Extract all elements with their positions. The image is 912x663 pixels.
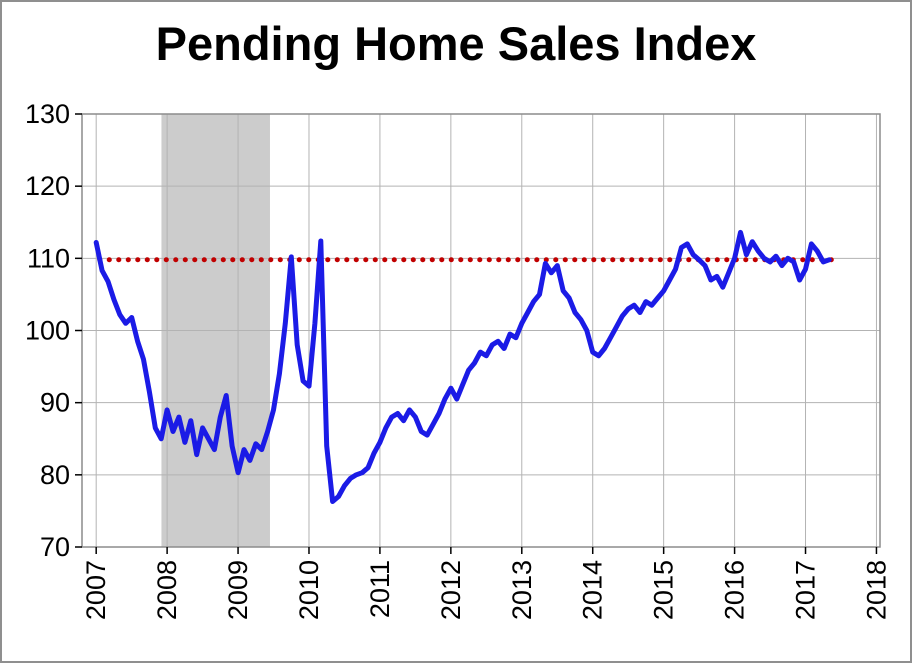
x-axis-label: 2009 — [223, 560, 253, 620]
y-axis-label: 110 — [27, 243, 70, 273]
y-axis-label: 130 — [25, 99, 70, 129]
y-axis-label: 80 — [40, 460, 70, 490]
y-axis-label: 100 — [25, 316, 70, 346]
x-axis-label: 2014 — [578, 560, 608, 620]
y-axis-label: 90 — [40, 388, 70, 418]
x-axis-label: 2012 — [436, 560, 466, 620]
index-line — [93, 229, 832, 504]
x-axis-label: 2007 — [81, 560, 111, 620]
y-axis-label: 120 — [25, 171, 70, 201]
x-axis-label: 2008 — [152, 560, 182, 620]
x-axis-label: 2013 — [507, 560, 537, 620]
y-axis-label: 70 — [40, 532, 70, 562]
chart-title: Pending Home Sales Index — [155, 17, 757, 70]
x-axis-label: 2011 — [365, 560, 395, 618]
x-axis-label: 2010 — [294, 560, 324, 620]
x-axis-label: 2017 — [791, 560, 821, 620]
x-axis-label: 2018 — [861, 560, 891, 620]
x-axis-label: 2016 — [720, 560, 750, 620]
x-axis-label: 2015 — [649, 560, 679, 620]
